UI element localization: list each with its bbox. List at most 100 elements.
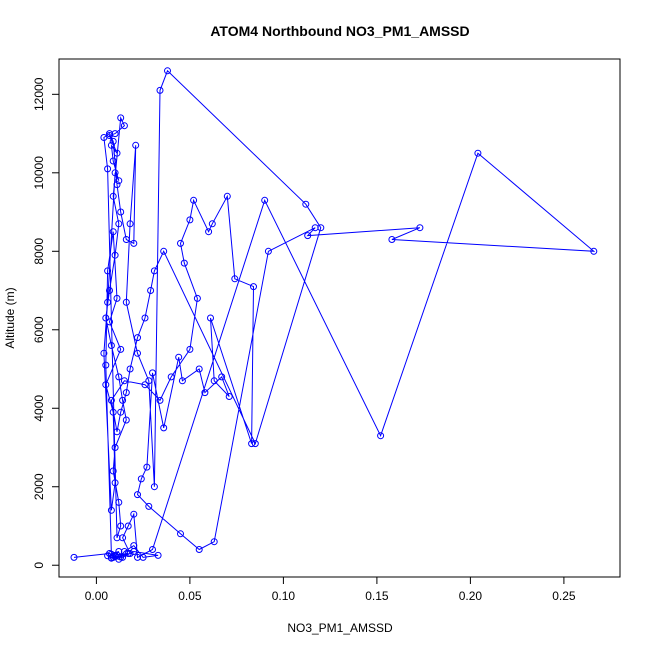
data-point (100, 349, 108, 357)
data-point (180, 259, 188, 267)
data-point (130, 239, 138, 247)
data-point (120, 122, 128, 130)
data-point (264, 247, 272, 255)
data-point (143, 463, 151, 471)
data-point (167, 373, 175, 381)
data-point (186, 216, 194, 224)
series-layer (70, 67, 598, 563)
plot-area-frame (58, 58, 621, 578)
data-point (113, 294, 121, 302)
data-point (111, 479, 119, 487)
data-point (117, 522, 125, 530)
data-point (113, 428, 121, 436)
data-point (106, 318, 113, 326)
data-point (186, 345, 194, 353)
data-point (113, 149, 121, 157)
data-point (109, 137, 117, 145)
y-axis: 0 2000 4000 6000 8000 10000 12000 (32, 77, 60, 569)
data-point (205, 228, 213, 236)
x-axis: 0.00 0.05 0.10 0.15 0.20 0.25 (85, 576, 576, 603)
data-point (251, 440, 259, 448)
x-tick-label: 0.05 (178, 589, 202, 603)
data-point (109, 228, 117, 236)
data-point (149, 546, 156, 553)
data-point (122, 416, 130, 424)
data-point (416, 224, 424, 232)
data-point (120, 377, 128, 385)
data-point (190, 196, 198, 204)
chart-title: ATOM4 Northbound NO3_PM1_AMSSD (210, 23, 469, 39)
data-point (304, 232, 312, 240)
data-point (134, 334, 141, 342)
data-point (311, 224, 319, 232)
data-point (111, 169, 119, 177)
y-tick-label: 12000 (32, 77, 46, 111)
data-point (231, 275, 239, 283)
data-point (154, 551, 162, 559)
data-point (117, 114, 125, 122)
data-point (210, 377, 218, 385)
data-point (106, 287, 113, 294)
data-point (109, 157, 117, 165)
data-point (208, 220, 216, 228)
data-point (109, 192, 117, 200)
data-point (139, 553, 147, 561)
y-tick-label: 6000 (32, 316, 46, 343)
data-point (107, 342, 115, 349)
data-point (102, 361, 110, 369)
y-axis-label: Altitude (m) (3, 287, 17, 348)
data-point (113, 181, 121, 189)
data-point (104, 267, 112, 275)
data-point (250, 283, 257, 291)
y-tick-label: 8000 (32, 238, 46, 265)
data-point (122, 298, 130, 306)
data-point (195, 546, 203, 553)
data-point (145, 377, 153, 385)
data-point (109, 467, 117, 475)
x-tick-label: 0.25 (552, 589, 576, 603)
data-point (149, 369, 156, 377)
data-point (377, 432, 385, 440)
data-point (156, 86, 164, 94)
data-point (195, 365, 203, 373)
data-point (115, 498, 123, 506)
data-point (102, 314, 110, 322)
data-point (201, 389, 209, 397)
data-point (134, 349, 141, 357)
data-point (223, 192, 231, 200)
data-point (117, 345, 125, 353)
data-point (104, 298, 112, 306)
data-point (107, 396, 115, 404)
data-point (122, 236, 130, 243)
data-point (261, 196, 269, 204)
data-point (150, 267, 158, 275)
data-point (137, 475, 145, 483)
data-point (218, 373, 226, 381)
data-point (115, 373, 123, 381)
data-point (115, 177, 123, 185)
data-point (141, 314, 149, 322)
data-point (111, 444, 119, 451)
data-point (130, 510, 138, 518)
data-point (177, 530, 184, 538)
data-point (207, 314, 214, 322)
data-point (141, 381, 149, 389)
y-tick-label: 0 (32, 562, 46, 569)
data-point (122, 389, 130, 397)
data-point (388, 236, 396, 243)
y-tick-label: 10000 (32, 156, 46, 190)
data-point (134, 491, 141, 499)
data-point (248, 440, 256, 448)
data-point (160, 424, 168, 432)
data-point (104, 552, 112, 560)
data-point (111, 251, 119, 259)
data-point (109, 408, 117, 416)
y-tick-label: 4000 (32, 395, 46, 422)
data-point (70, 553, 78, 561)
data-point (302, 200, 310, 208)
data-point (107, 141, 115, 149)
data-point (107, 554, 115, 562)
data-point (145, 502, 153, 510)
data-point (104, 165, 112, 173)
